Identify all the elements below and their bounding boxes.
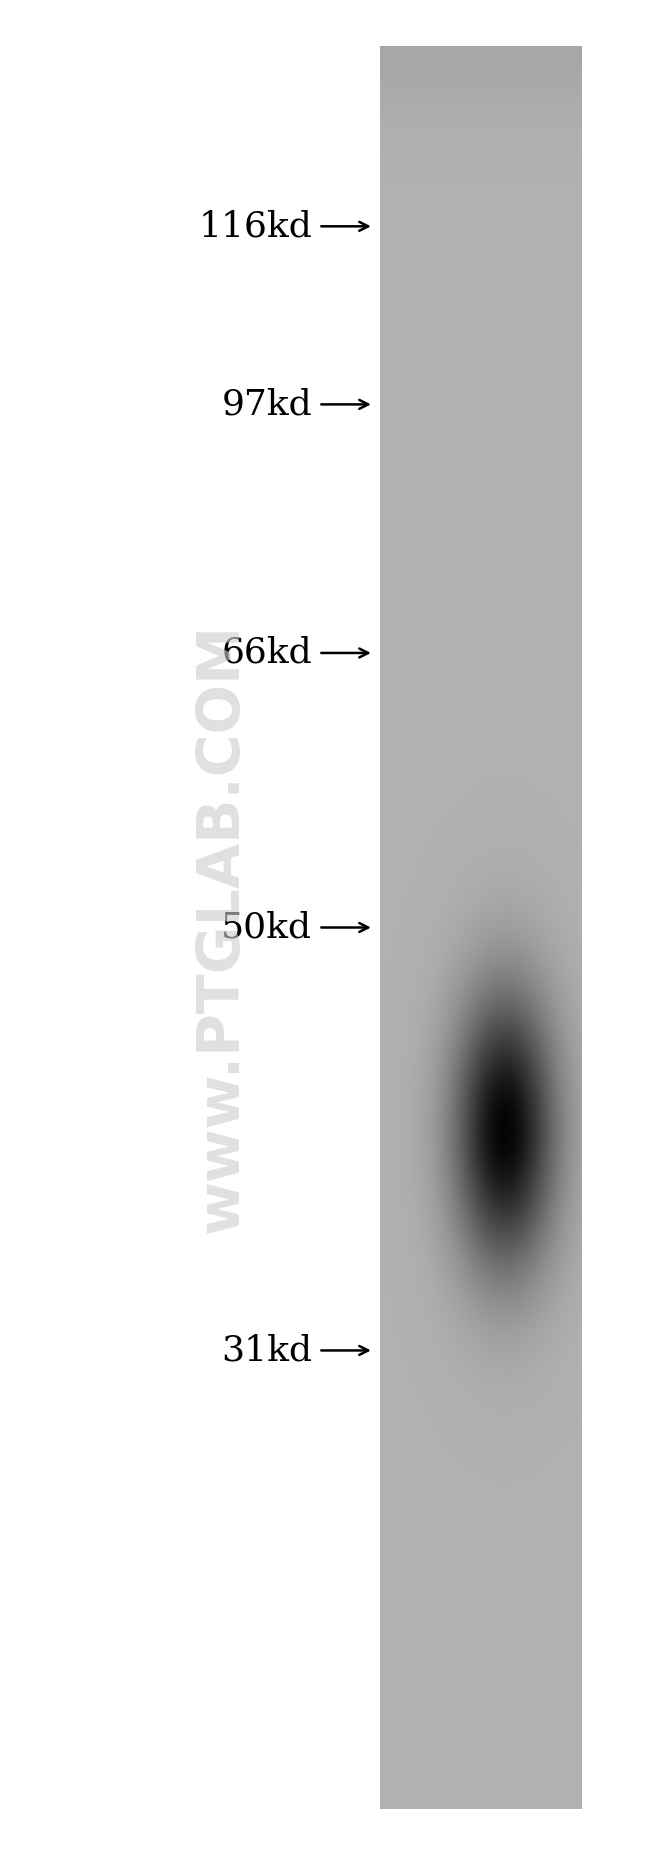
Text: 50kd: 50kd	[221, 911, 312, 944]
Text: 66kd: 66kd	[222, 636, 312, 670]
Text: 97kd: 97kd	[222, 388, 312, 421]
Text: www.PTGLAB.COM: www.PTGLAB.COM	[192, 623, 250, 1232]
Text: 116kd: 116kd	[198, 210, 312, 243]
Text: 31kd: 31kd	[221, 1334, 312, 1367]
